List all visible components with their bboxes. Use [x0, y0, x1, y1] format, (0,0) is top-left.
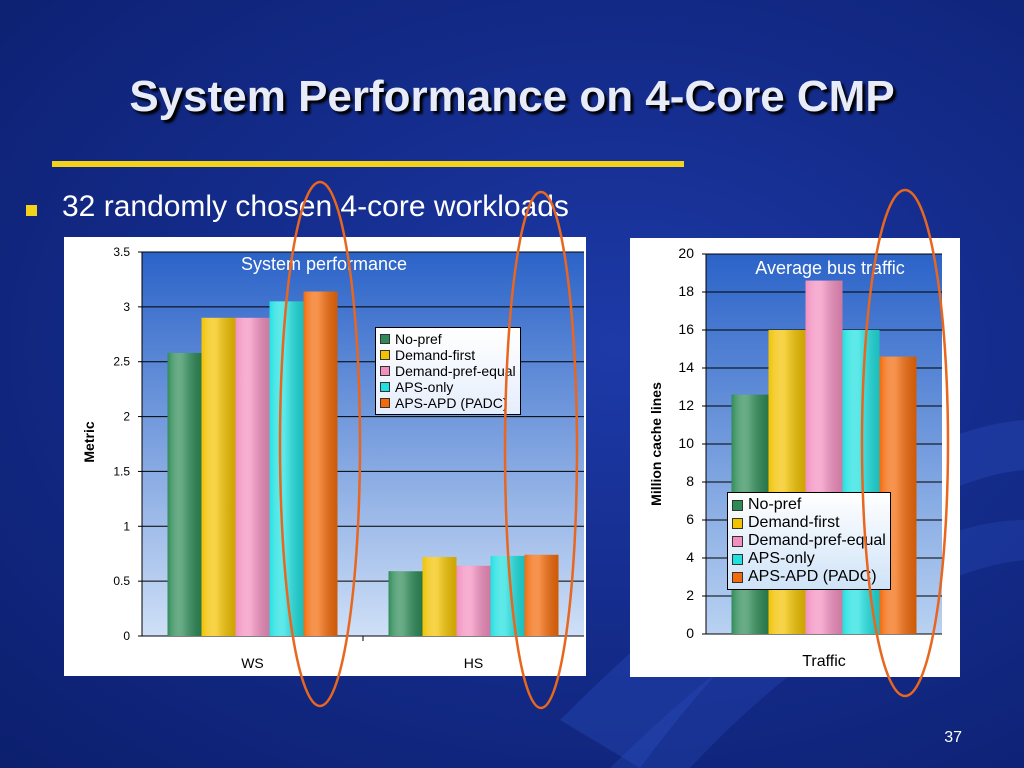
y-tick-label: 14 [678, 359, 694, 375]
y-tick-label: 4 [686, 549, 694, 565]
legend-label: No-pref [748, 496, 802, 513]
y-tick-label: 2.5 [113, 355, 130, 369]
system-performance-legend: No-pref Demand-first Demand-pref-equal APS-… [375, 327, 521, 415]
bullet-marker-icon [26, 205, 37, 216]
chart-title: System performance [241, 254, 407, 274]
y-tick-label: 16 [678, 321, 694, 337]
legend-label: APS-APD (PADC) [395, 395, 508, 411]
bullet-text: 32 randomly chosen 4-core workloads [62, 190, 569, 223]
legend-label: APS-APD (PADC) [748, 568, 877, 585]
y-tick-label: 2 [686, 587, 694, 603]
bar-aps-apd-padc-ws-shade [303, 291, 338, 636]
y-tick-label: 0.5 [113, 574, 130, 588]
y-tick-label: 0 [123, 629, 130, 643]
y-tick-label: 1 [123, 519, 130, 533]
y-tick-label: 10 [678, 435, 694, 451]
y-axis-label: Metric [81, 421, 97, 462]
bar-no-pref-hs-shade [388, 571, 423, 636]
bar-demand-pref-equal-ws-shade [235, 317, 270, 636]
bar-aps-only-hs-shade [490, 555, 525, 636]
legend-item-aps-only: APS-only [380, 379, 516, 395]
legend-label: Demand-pref-equal [395, 363, 516, 379]
y-tick-label: 12 [678, 397, 694, 413]
y-tick-label: 3.5 [113, 245, 130, 259]
legend-item-aps-apd-padc: APS-APD (PADC) [380, 395, 516, 411]
y-tick-label: 20 [678, 245, 694, 261]
legend-item-demand-first: Demand-first [732, 514, 886, 532]
legend-swatch [732, 517, 743, 529]
chart-title: Average bus traffic [755, 258, 904, 278]
system-performance-chart: 0 0.5 1 1.5 2 2.5 3 3.5 WS HS System performance Me… [64, 237, 586, 676]
bar-no-pref-ws-shade [167, 352, 202, 636]
legend-label: Demand-first [748, 514, 840, 531]
legend-swatch [732, 499, 743, 511]
legend-item-no-pref: No-pref [380, 331, 516, 347]
x-category-label-ws: WS [241, 655, 264, 671]
y-tick-label: 8 [686, 473, 694, 489]
y-tick-label: 1.5 [113, 464, 130, 478]
bus-traffic-chart: 0 2 4 6 8 10 12 14 16 18 20 Traffic Average bus traf… [630, 238, 960, 677]
legend-label: Demand-pref-equal [748, 532, 886, 549]
legend-item-aps-only: APS-only [732, 550, 886, 568]
legend-item-demand-first: Demand-first [380, 347, 516, 363]
slide-title: System Performance on 4-Core CMP [129, 72, 895, 121]
legend-item-demand-pref-equal: Demand-pref-equal [380, 363, 516, 379]
bar-aps-only-ws-shade [269, 301, 304, 636]
legend-swatch [732, 535, 743, 547]
legend-swatch [380, 334, 390, 344]
x-category-label-traffic: Traffic [802, 653, 846, 670]
legend-item-aps-apd-padc: APS-APD (PADC) [732, 568, 886, 586]
legend-label: No-pref [395, 331, 442, 347]
bar-demand-first-ws-shade [201, 317, 236, 636]
legend-label: Demand-first [395, 347, 476, 363]
legend-item-demand-pref-equal: Demand-pref-equal [732, 532, 886, 550]
bar-aps-apd-padc-hs-shade [524, 554, 559, 636]
y-tick-label: 3 [123, 300, 130, 314]
legend-swatch [732, 571, 743, 583]
legend-label: APS-only [748, 550, 815, 567]
x-category-label-hs: HS [464, 655, 483, 671]
bus-traffic-plot: 0 2 4 6 8 10 12 14 16 18 20 Traffic Average bus traf… [648, 245, 942, 670]
legend-swatch [732, 553, 743, 565]
bar-demand-pref-equal-hs-shade [456, 565, 491, 636]
page-number: 37 [944, 729, 962, 746]
bus-traffic-legend: No-pref Demand-first Demand-pref-equal APS-… [727, 492, 891, 590]
legend-swatch [380, 398, 390, 408]
legend-swatch [380, 350, 390, 360]
legend-swatch [380, 382, 390, 392]
y-tick-label: 6 [686, 511, 694, 527]
bar-demand-first-hs-shade [422, 557, 457, 636]
y-tick-label: 0 [686, 625, 694, 641]
y-tick-label: 18 [678, 283, 694, 299]
legend-label: APS-only [395, 379, 454, 395]
y-axis-label: Million cache lines [648, 382, 664, 506]
system-performance-plot: 0 0.5 1 1.5 2 2.5 3 3.5 WS HS System performance Me… [81, 245, 584, 671]
y-tick-label: 2 [123, 410, 130, 424]
legend-item-no-pref: No-pref [732, 496, 886, 514]
title-underline [52, 161, 684, 167]
legend-swatch [380, 366, 390, 376]
